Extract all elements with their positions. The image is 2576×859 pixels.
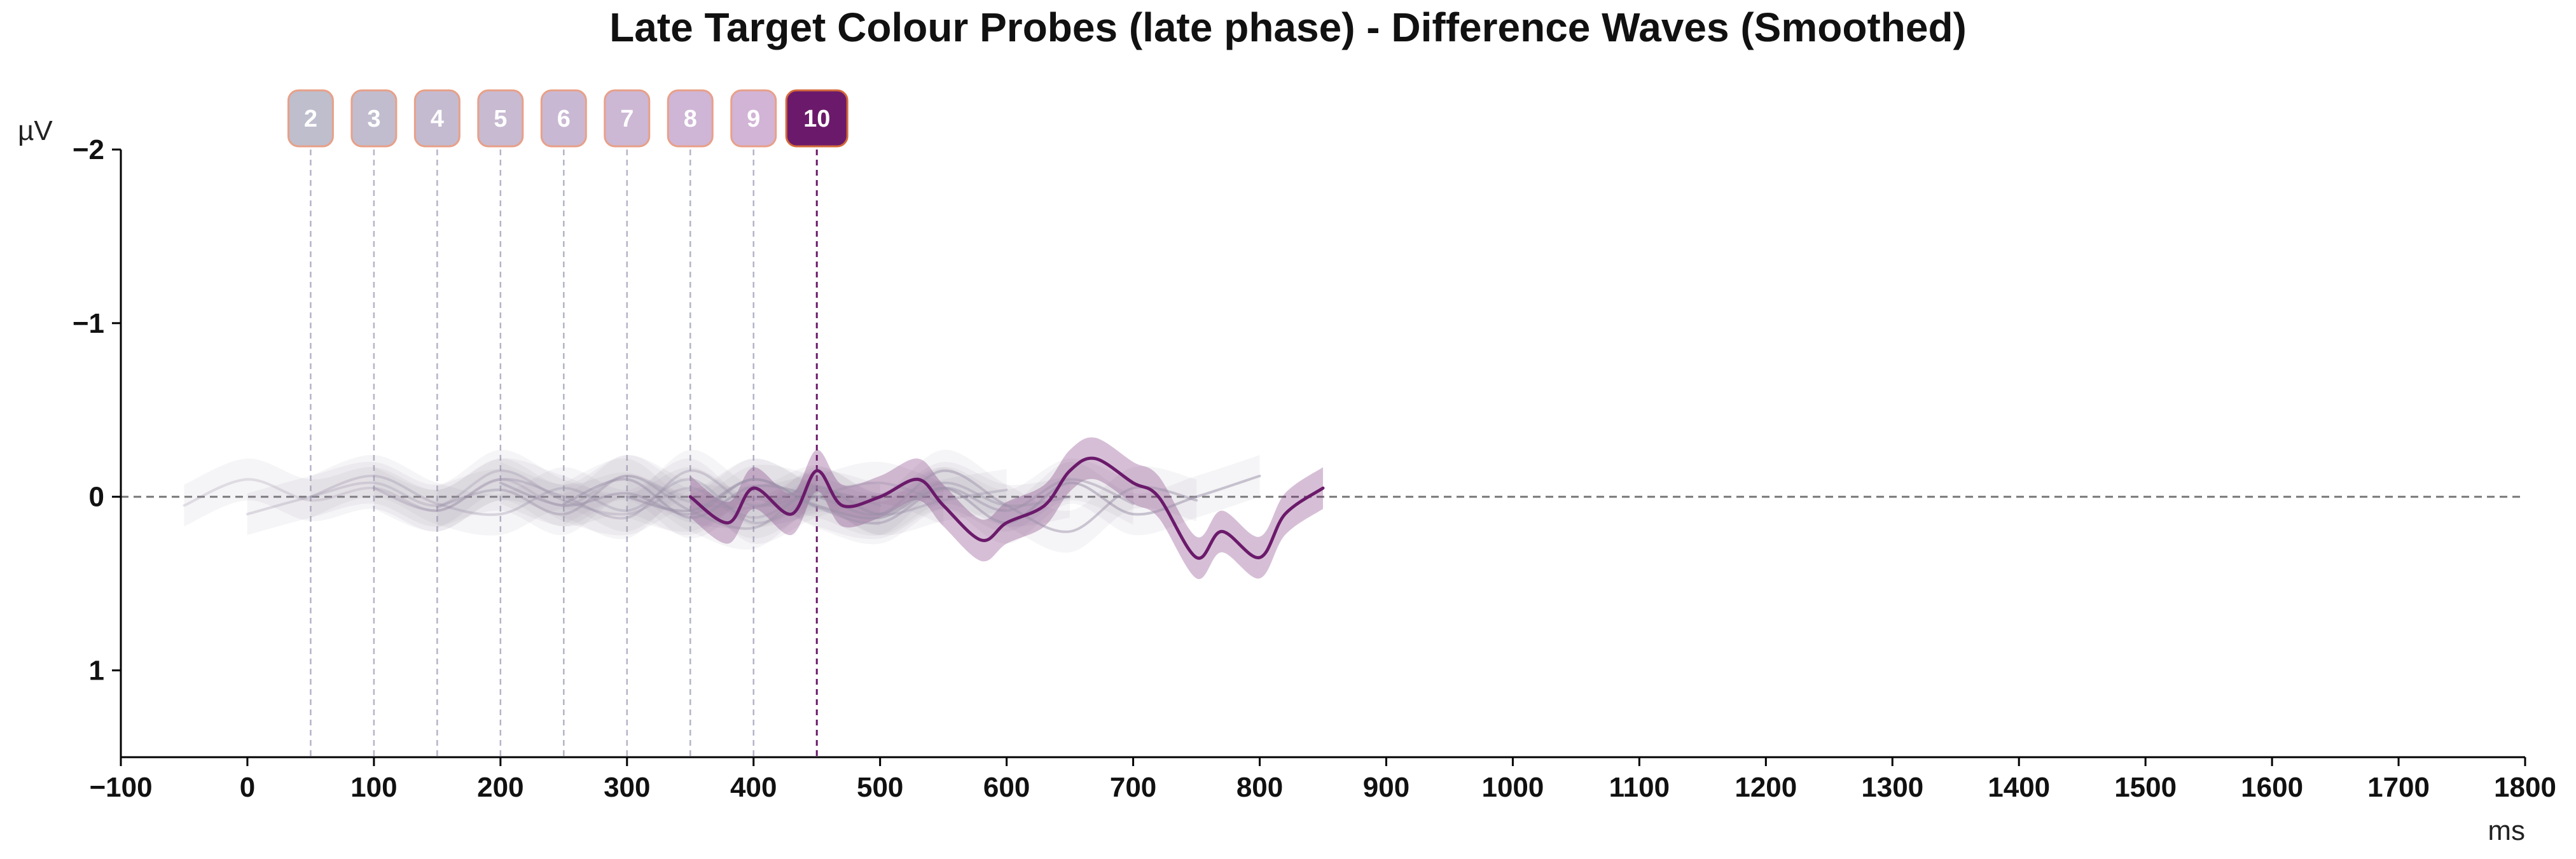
x-tick-label: 600: [983, 772, 1030, 803]
x-tick-label: 0: [240, 772, 255, 803]
probe-badge-5: 5: [477, 89, 524, 148]
y-tick-label: −2: [73, 134, 104, 165]
series-lines: [183, 456, 1325, 560]
band-probe-8: [564, 449, 1197, 553]
probe-badge-box: [413, 89, 460, 148]
probe-badge-box: [730, 89, 777, 148]
x-tick-label: 200: [477, 772, 523, 803]
x-tick-label: 1100: [1609, 772, 1670, 803]
y-tick-label: 0: [89, 482, 104, 513]
x-tick-label: 500: [857, 772, 903, 803]
series-line-4: [309, 474, 945, 524]
probe-badge-box: [350, 89, 398, 148]
x-tick-label: 1600: [2241, 772, 2303, 803]
y-tick-label: −1: [73, 308, 104, 339]
probe-badge-4: 4: [413, 89, 460, 148]
probe-badge-label: 7: [620, 106, 634, 132]
x-tick-label: 1500: [2114, 772, 2177, 803]
band-probe-2: [184, 455, 817, 532]
probe-badge-7: 7: [604, 89, 651, 148]
x-tick-label: 1000: [1481, 772, 1544, 803]
x-tick-label: 1400: [1988, 772, 2050, 803]
band-probe-5: [373, 449, 1007, 540]
probe-badge-box: [477, 89, 524, 148]
x-tick-label: 400: [730, 772, 777, 803]
y-axis-label: µV: [18, 115, 53, 146]
probe-badge-label: 10: [803, 106, 830, 132]
probe-badge-label: 5: [494, 106, 507, 132]
probe-badge-box: [287, 89, 334, 148]
probe-badge-label: 2: [304, 106, 317, 132]
series-line-3: [246, 469, 882, 519]
x-tick-label: 900: [1363, 772, 1409, 803]
y-ticks: −2 −1 0 1: [73, 134, 121, 687]
probe-badge-label: 9: [747, 106, 760, 132]
x-tick-label: 700: [1110, 772, 1156, 803]
probe-badge-8: 8: [667, 89, 714, 148]
series-line-2: [183, 474, 819, 512]
x-tick-label: 1700: [2367, 772, 2430, 803]
probe-badge-9: 9: [730, 89, 777, 148]
x-tick-label: 100: [350, 772, 397, 803]
x-axis-label: ms: [2488, 815, 2525, 846]
probe-badge-box: [540, 89, 587, 148]
x-tick-label: 300: [604, 772, 650, 803]
x-tick-label: 1200: [1735, 772, 1797, 803]
y-tick-label: 1: [89, 655, 104, 687]
band-probe-10: [690, 437, 1323, 580]
series-line-7: [499, 478, 1135, 525]
x-tick-label: 800: [1236, 772, 1283, 803]
x-tick-label: −100: [89, 772, 152, 803]
series-line-9: [625, 475, 1261, 524]
probe-badge-box: [667, 89, 714, 148]
axes: [120, 150, 2525, 758]
probe-badge-3: 3: [350, 89, 398, 148]
probe-badge-box: [785, 89, 848, 148]
probe-badge-2: 2: [287, 89, 334, 148]
band-probe-4: [310, 455, 944, 544]
probe-badge-label: 6: [557, 106, 571, 132]
probe-badge-box: [604, 89, 651, 148]
x-tick-label: 1800: [2494, 772, 2556, 803]
probe-badge-10: 10: [785, 89, 848, 148]
series-line-10: [688, 456, 1325, 560]
chart-title: Late Target Colour Probes (late phase) -…: [609, 4, 1967, 50]
probe-marker-lines: [310, 150, 818, 757]
x-ticks: −100 0 100 200 300 400 500 600 700 800 900 1000 1100…: [89, 757, 2556, 803]
probe-badges: 2 3 4 5 6 7 8 9 10: [287, 89, 848, 148]
x-tick-label: 1300: [1861, 772, 1923, 803]
band-probe-7: [500, 458, 1133, 545]
probe-badge-6: 6: [540, 89, 587, 148]
probe-badge-label: 3: [367, 106, 380, 132]
band-probe-9: [627, 455, 1260, 544]
probe-badge-label: 8: [684, 106, 697, 132]
probe-badge-label: 4: [431, 106, 444, 132]
series-line-6: [436, 474, 1072, 530]
band-probe-3: [247, 449, 880, 539]
series-line-5: [372, 469, 1008, 520]
